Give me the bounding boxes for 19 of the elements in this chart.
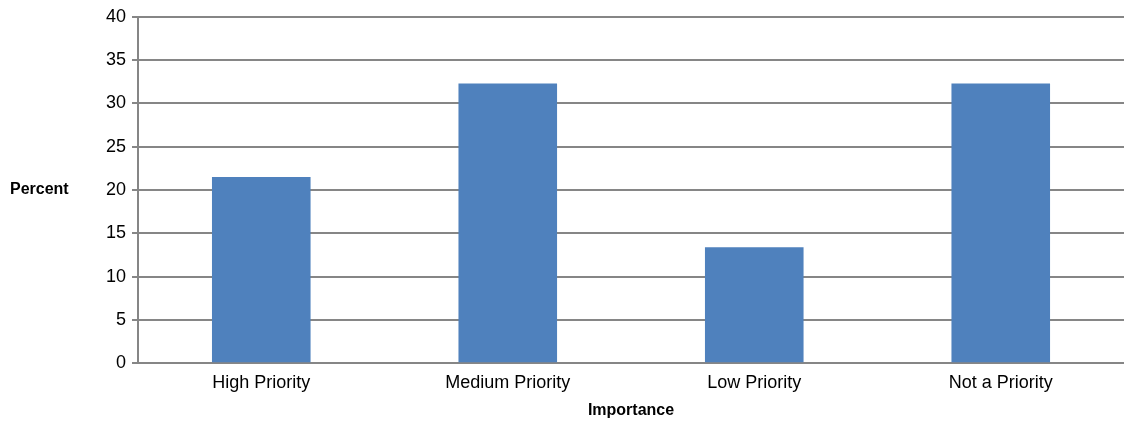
x-tick-label: Medium Priority — [445, 371, 571, 392]
y-tick-label: 30 — [105, 92, 127, 113]
bar — [211, 177, 311, 363]
x-tick-label: Low Priority — [707, 371, 802, 392]
x-axis-title: Importance — [587, 400, 675, 418]
bar — [951, 83, 1051, 363]
y-tick-label: 10 — [105, 265, 127, 286]
x-tick-label: High Priority — [212, 371, 311, 392]
y-tick-label: 15 — [105, 222, 127, 243]
bar — [458, 83, 558, 363]
y-tick-label: 25 — [105, 135, 127, 156]
y-tick-label: 20 — [105, 178, 127, 199]
y-tick-label: 5 — [116, 308, 127, 329]
bar — [704, 247, 804, 363]
y-tick-label: 0 — [116, 352, 127, 373]
y-tick-label: 40 — [105, 5, 127, 26]
y-axis-title: Percent — [10, 180, 70, 198]
x-tick-label: Not a Priority — [948, 371, 1053, 392]
y-tick-label: 35 — [105, 49, 127, 70]
